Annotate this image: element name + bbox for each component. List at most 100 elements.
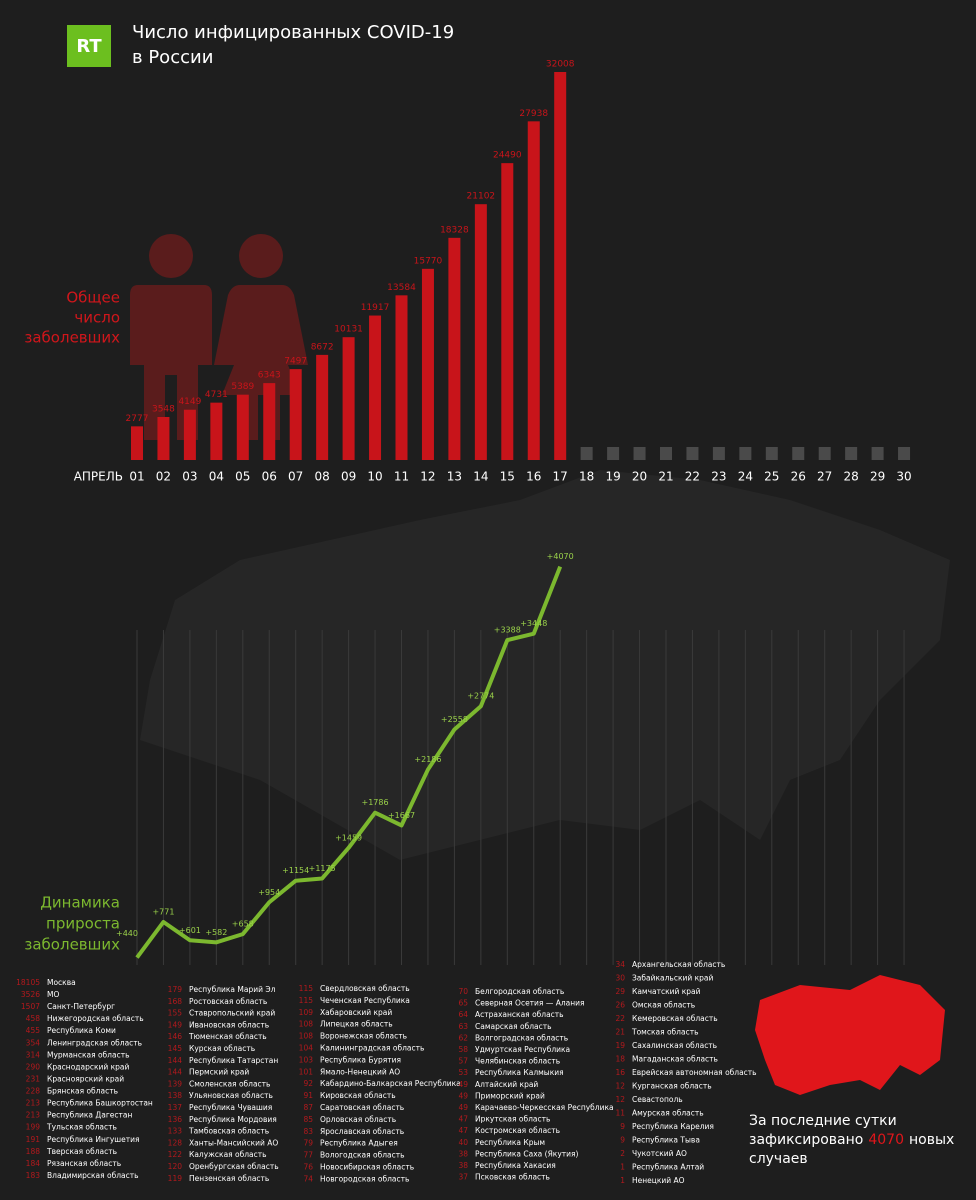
x-tick-label: 02 (156, 470, 171, 484)
region-name: Севастополь (632, 1095, 683, 1104)
empty-bar (633, 447, 646, 460)
region-name: Магаданская область (632, 1055, 718, 1064)
man-head (149, 234, 193, 278)
x-tick-label: 08 (315, 470, 330, 484)
region-count: 62 (458, 1033, 468, 1042)
x-tick-label: 26 (791, 470, 806, 484)
value-label: +3388 (494, 626, 521, 635)
region-count: 133 (168, 1127, 183, 1136)
value-label: +2774 (467, 692, 494, 701)
value-label: 18328 (440, 225, 469, 235)
region-name: Республика Хакасия (475, 1161, 556, 1170)
x-tick-label: 28 (844, 470, 859, 484)
chart-label: прироста (46, 915, 120, 933)
empty-bar (765, 447, 778, 460)
region-count: 146 (168, 1032, 183, 1041)
region-name: Тюменская область (188, 1032, 267, 1041)
x-tick-label: 07 (288, 470, 303, 484)
region-name: Волгоградская область (475, 1033, 568, 1042)
region-count: 109 (299, 1008, 314, 1017)
region-count: 19 (615, 1041, 625, 1050)
region-count: 136 (168, 1115, 183, 1124)
region-count: 57 (458, 1057, 468, 1066)
region-name: Санкт-Петербург (47, 1002, 115, 1011)
x-tick-label: 16 (526, 470, 541, 484)
value-label: +601 (179, 926, 201, 935)
x-tick-label: 14 (473, 470, 488, 484)
empty-bar (607, 447, 620, 460)
region-name: Вологодская область (320, 1151, 405, 1160)
x-tick-label: 15 (500, 470, 515, 484)
region-count: 120 (168, 1162, 183, 1171)
region-name: Ярославская область (320, 1127, 404, 1136)
region-count: 228 (26, 1087, 41, 1096)
bar (501, 163, 514, 460)
region-count: 12 (615, 1095, 625, 1104)
region-count: 183 (26, 1171, 41, 1180)
footer-highlight: 4070 (868, 1132, 904, 1148)
region-name: Карачаево-Черкесская Республика (475, 1103, 614, 1112)
region-count: 115 (299, 984, 314, 993)
region-name: Удмуртская Республика (475, 1045, 570, 1054)
value-label: 13584 (387, 283, 416, 293)
value-label: 10131 (334, 325, 363, 335)
region-count: 38 (458, 1149, 468, 1158)
value-label: 11917 (361, 303, 390, 313)
region-name: Курская область (189, 1044, 255, 1053)
region-count: 188 (26, 1147, 41, 1156)
value-label: 27938 (519, 109, 548, 119)
bar (157, 416, 170, 460)
region-name: Республика Ингушетия (47, 1135, 140, 1144)
region-count: 290 (26, 1062, 41, 1071)
x-tick-label: 24 (738, 470, 753, 484)
region-count: 149 (168, 1020, 183, 1029)
region-name: Ямало-Ненецкий АО (320, 1067, 400, 1076)
region-name: Красноярский край (47, 1074, 124, 1083)
region-count: 38 (458, 1161, 468, 1170)
man-body (130, 285, 212, 440)
region-count: 119 (168, 1174, 183, 1183)
region-count: 29 (615, 987, 625, 996)
region-name: Омская область (632, 1001, 695, 1010)
x-tick-label: 22 (685, 470, 700, 484)
region-count: 74 (303, 1174, 313, 1183)
region-name: Орловская область (320, 1115, 396, 1124)
region-name: Курганская область (632, 1082, 712, 1091)
region-name: Чеченская Республика (320, 996, 410, 1005)
region-count: 144 (168, 1056, 183, 1065)
region-name: Тульская область (46, 1123, 117, 1132)
region-count: 354 (26, 1038, 41, 1047)
region-count: 179 (168, 985, 183, 994)
region-name: Архангельская область (632, 960, 725, 969)
region-name: Челябинская область (475, 1057, 560, 1066)
region-count: 79 (303, 1139, 313, 1148)
x-tick-label: 03 (182, 470, 197, 484)
region-count: 49 (458, 1080, 468, 1089)
empty-bar (580, 447, 593, 460)
chart-label: Общее (66, 289, 120, 307)
x-tick-label: 20 (632, 470, 647, 484)
russia-map (755, 975, 945, 1095)
x-tick-label: 27 (817, 470, 832, 484)
grid-lines (136, 630, 905, 965)
chart-label: число (74, 309, 120, 327)
value-label: 21102 (467, 192, 496, 202)
x-tick-label: 10 (367, 470, 382, 484)
region-name: Сахалинская область (632, 1041, 717, 1050)
region-count: 108 (299, 1020, 314, 1029)
region-name: Приморский край (475, 1091, 545, 1100)
empty-bar (739, 447, 752, 460)
region-name: Пензенская область (189, 1174, 269, 1183)
region-name: Нижегородская область (47, 1014, 144, 1023)
region-name: Камчатский край (632, 987, 701, 996)
value-label: +440 (116, 929, 138, 938)
bar (527, 121, 540, 460)
region-name: Владимирская область (47, 1171, 139, 1180)
region-name: Калужская область (189, 1150, 267, 1159)
empty-bar (792, 447, 805, 460)
region-name: Липецкая область (320, 1020, 393, 1029)
value-label: 15770 (414, 256, 443, 266)
region-count: 199 (26, 1123, 41, 1132)
region-count: 213 (26, 1099, 41, 1108)
x-tick-label: 06 (262, 470, 277, 484)
